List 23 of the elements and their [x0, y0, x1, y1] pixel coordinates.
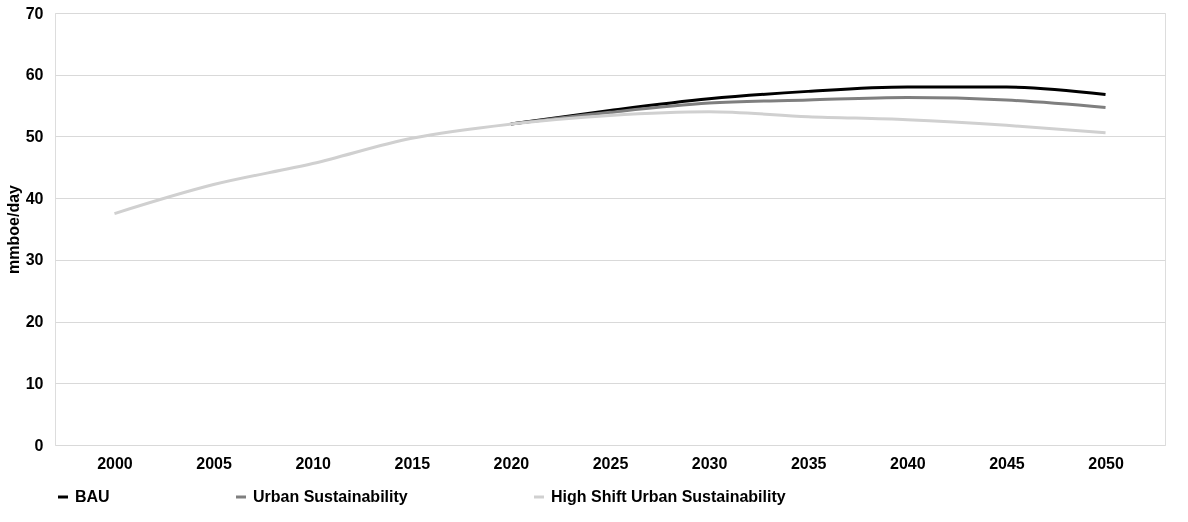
x-tick-label: 2045	[989, 454, 1025, 472]
legend-label: High Shift Urban Sustainability	[551, 488, 786, 505]
y-tick-label: 60	[25, 66, 44, 84]
x-tick-label: 2030	[691, 454, 728, 472]
x-tick-label: 2015	[394, 454, 431, 472]
x-tick-label: 2005	[196, 454, 232, 472]
y-tick-label: 0	[34, 436, 44, 454]
legend-label: BAU	[75, 488, 110, 505]
x-tick-label: 2000	[97, 454, 133, 472]
x-tick-label: 2050	[1088, 454, 1124, 472]
y-tick-label: 40	[25, 189, 44, 207]
x-tick-label: 2035	[790, 454, 827, 472]
y-tick-label: 50	[25, 127, 44, 145]
x-tick-label: 2040	[890, 454, 926, 472]
y-tick-label: 10	[25, 374, 44, 392]
y-tick-label: 30	[25, 251, 44, 269]
x-tick-label: 2025	[592, 454, 629, 472]
y-tick-label: 70	[25, 4, 44, 22]
y-axis-title: mmboe/day	[4, 184, 22, 274]
y-tick-label: 20	[25, 313, 44, 331]
x-tick-label: 2020	[493, 454, 530, 472]
legend-label: Urban Sustainability	[253, 488, 408, 505]
x-tick-label: 2010	[295, 454, 332, 472]
